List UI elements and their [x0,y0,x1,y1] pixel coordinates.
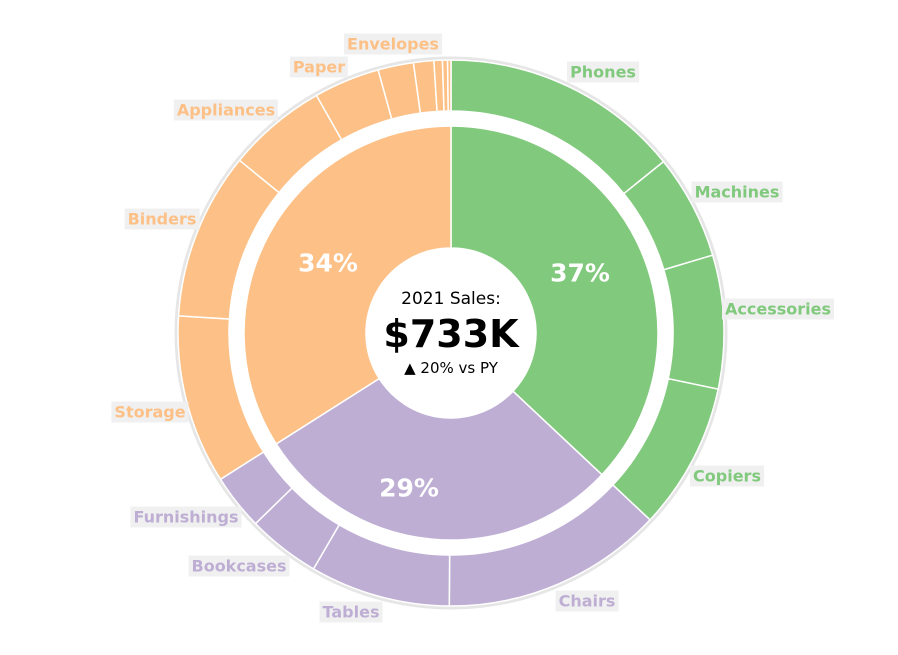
subcategory-label-appliances: Appliances [173,99,279,121]
subcategory-label-furnishings: Furnishings [130,506,242,528]
subcategory-label-bookcases: Bookcases [188,555,290,577]
category-percent-label: 29% [379,473,439,503]
subcategory-label-tables: Tables [319,601,383,623]
category-percent-label: 34% [298,248,358,278]
subcategory-label-envelopes: Envelopes [344,33,442,55]
subcategory-slice-accessories[interactable] [662,254,725,391]
center-summary: 2021 Sales: $733K ▲ 20% vs PY [366,289,536,377]
subcategory-label-copiers: Copiers [690,465,764,487]
subcategory-label-chairs: Chairs [555,590,619,612]
subcategory-label-phones: Phones [567,61,639,83]
subcategory-label-accessories: Accessories [722,298,834,320]
subcategory-label-binders: Binders [124,208,200,230]
subcategory-label-storage: Storage [111,401,189,423]
subcategory-label-machines: Machines [691,181,783,203]
yoy-delta: ▲ 20% vs PY [404,359,498,377]
subcategory-slice-unlabeled[interactable] [446,59,452,112]
total-sales-value: $733K [383,312,519,356]
subcategory-label-paper: Paper [289,56,349,78]
outer-ring-outline [174,56,728,610]
center-title: 2021 Sales: [401,289,501,309]
center-hole [366,248,536,418]
category-percent-label: 37% [550,258,610,288]
